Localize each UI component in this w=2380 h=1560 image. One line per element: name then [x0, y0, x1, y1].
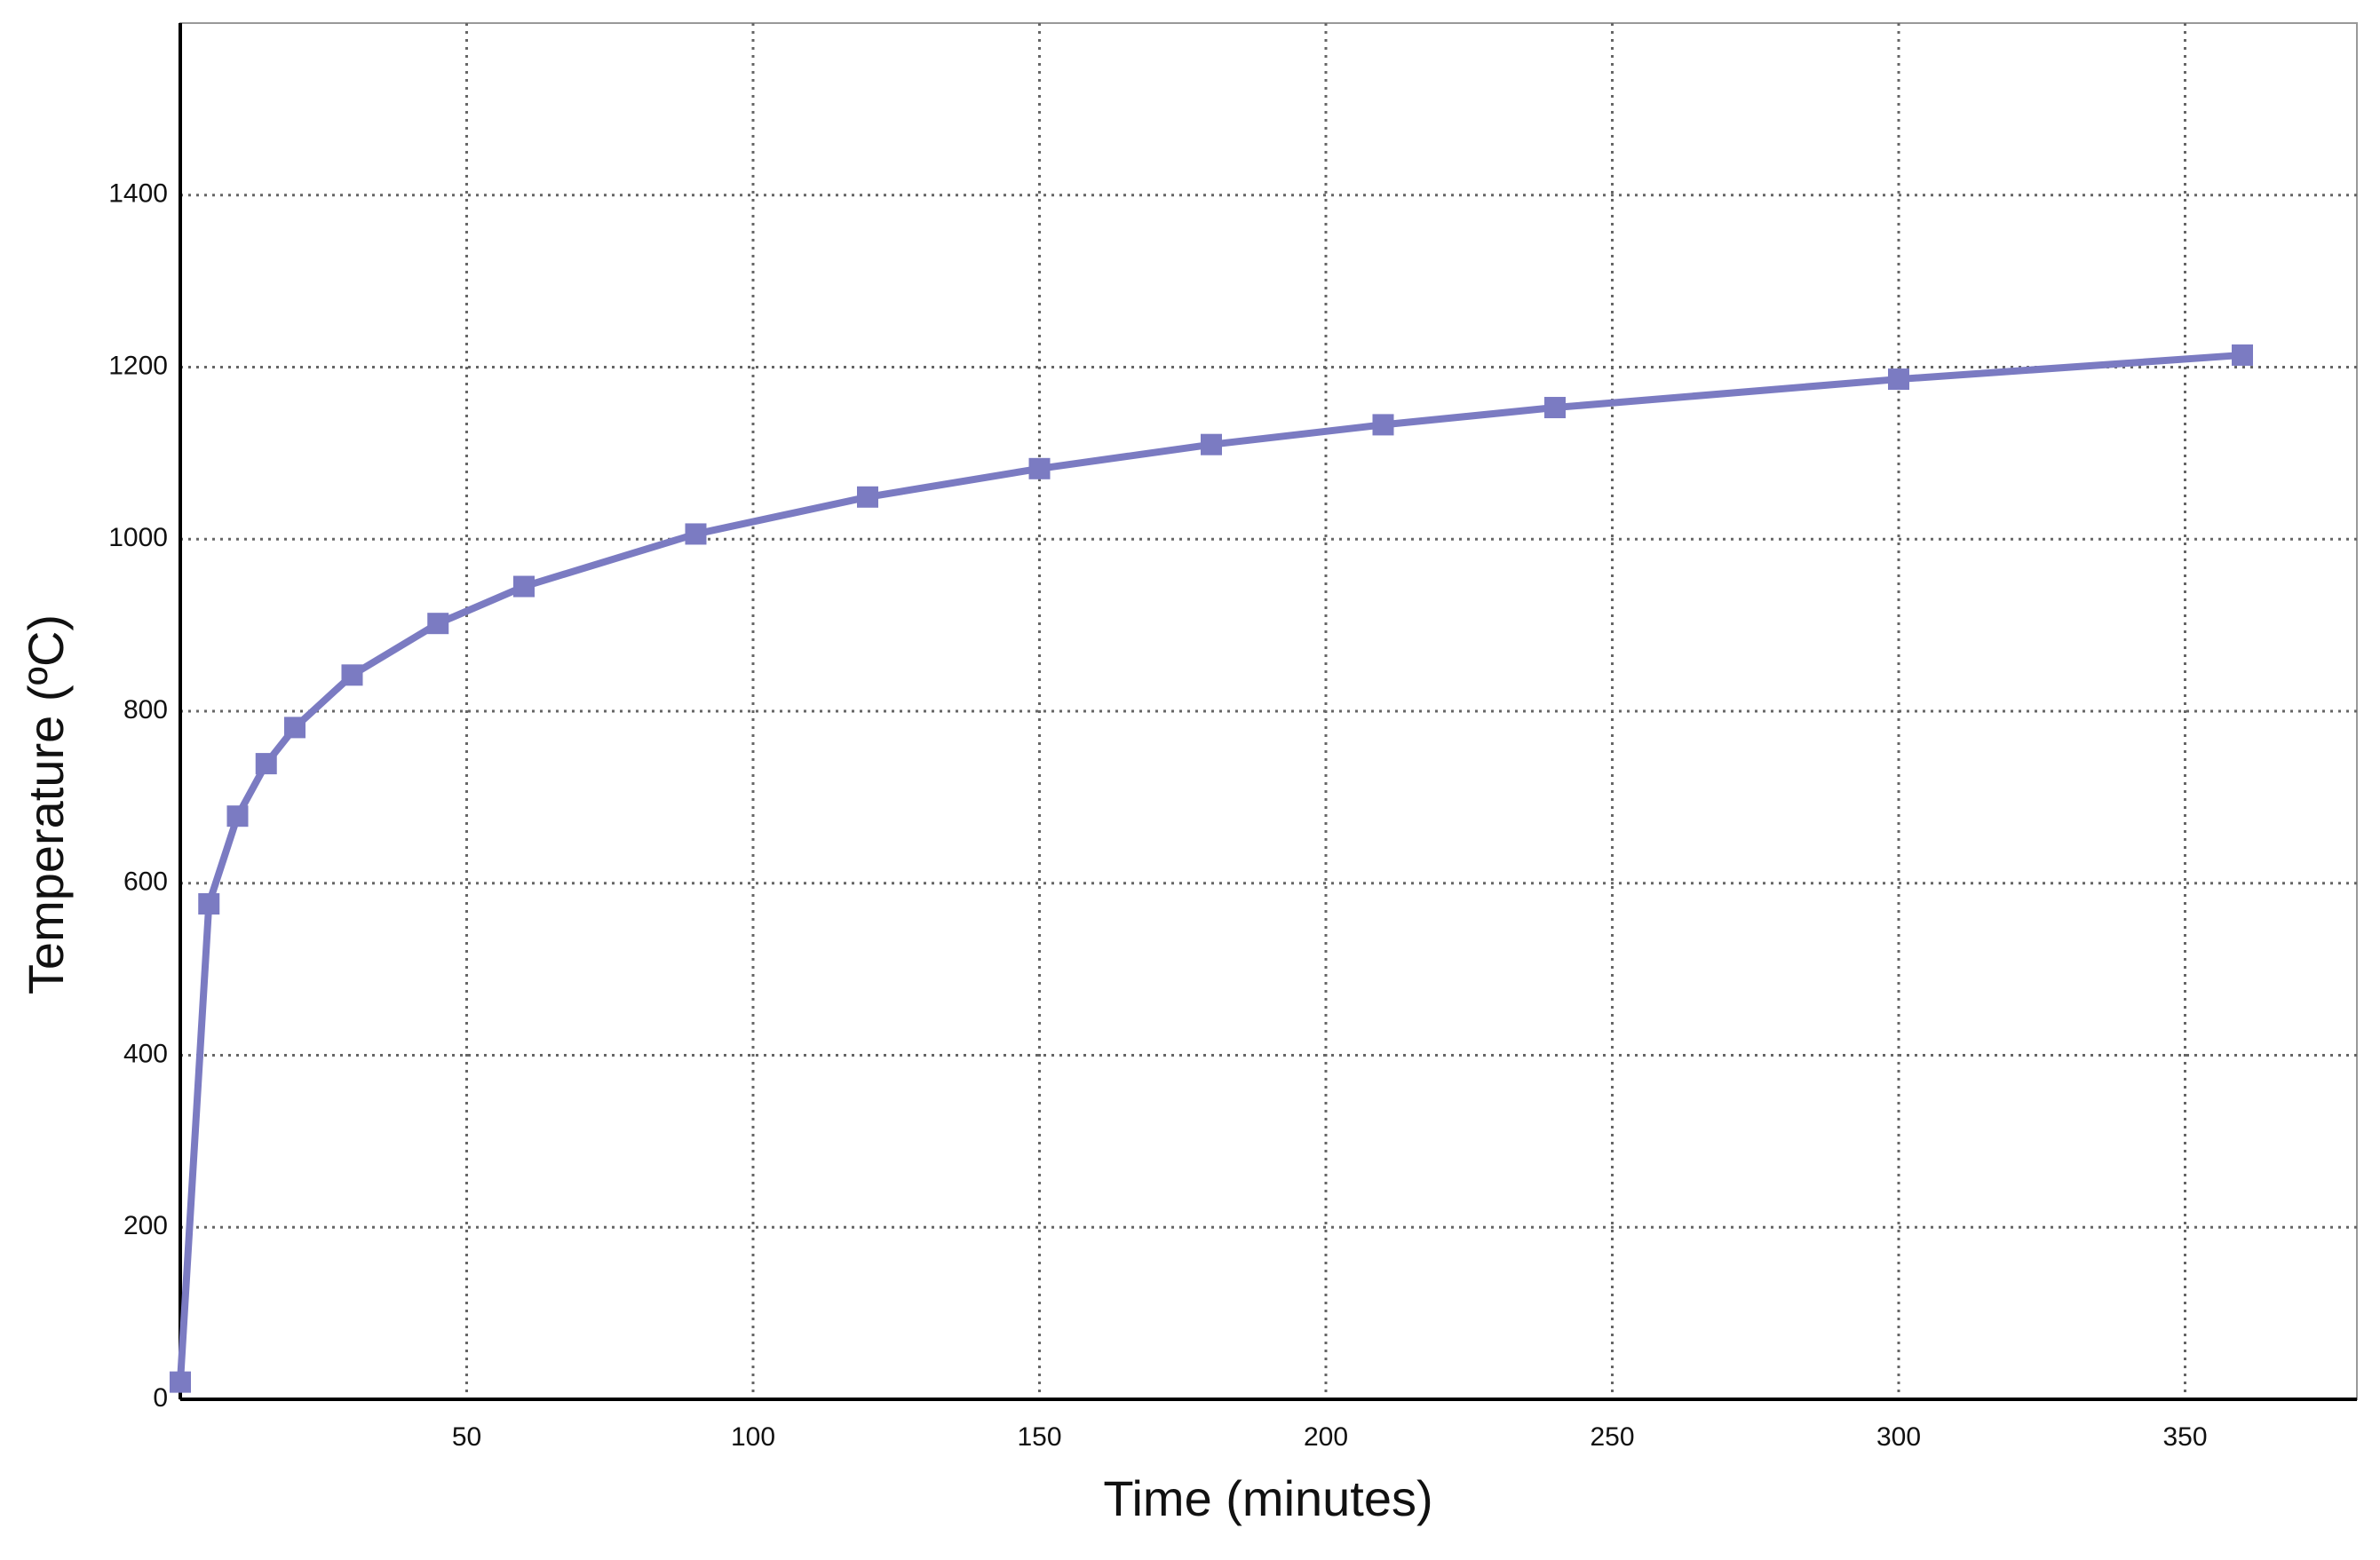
- y-tick-label: 200: [123, 1211, 168, 1240]
- x-tick-label: 50: [452, 1422, 481, 1452]
- x-tick-label: 200: [1304, 1422, 1348, 1452]
- y-tick-label: 600: [123, 867, 168, 897]
- x-tick-label: 300: [1876, 1422, 1921, 1452]
- y-tick-label: 0: [153, 1383, 168, 1413]
- data-point: [2232, 344, 2253, 366]
- y-tick-label: 400: [123, 1039, 168, 1068]
- data-point: [170, 1371, 191, 1393]
- data-point: [255, 753, 277, 775]
- data-point: [1028, 457, 1051, 479]
- y-tick-label: 1400: [108, 179, 168, 209]
- data-point: [1372, 414, 1394, 436]
- x-tick-label: 150: [1017, 1422, 1061, 1452]
- data-point: [1888, 368, 1909, 391]
- data-point: [284, 717, 305, 739]
- data-point: [198, 893, 220, 915]
- data-point: [685, 523, 707, 545]
- data-point: [513, 575, 535, 598]
- data-point: [341, 664, 363, 686]
- y-axis-label: Temperature (ºC): [18, 614, 74, 994]
- data-point: [427, 613, 449, 635]
- x-tick-label: 100: [731, 1422, 775, 1452]
- y-tick-label: 1200: [108, 351, 168, 380]
- y-tick-label: 1000: [108, 523, 168, 552]
- data-point: [226, 805, 249, 828]
- x-tick-label: 250: [1590, 1422, 1634, 1452]
- x-axis-label: Time (minutes): [1103, 1470, 1432, 1526]
- y-tick-label: 800: [123, 695, 168, 725]
- data-point: [857, 486, 878, 508]
- data-point: [1544, 397, 1566, 419]
- x-tick-label: 350: [2162, 1422, 2207, 1452]
- series-line: [177, 351, 2243, 1382]
- data-point: [1201, 433, 1222, 455]
